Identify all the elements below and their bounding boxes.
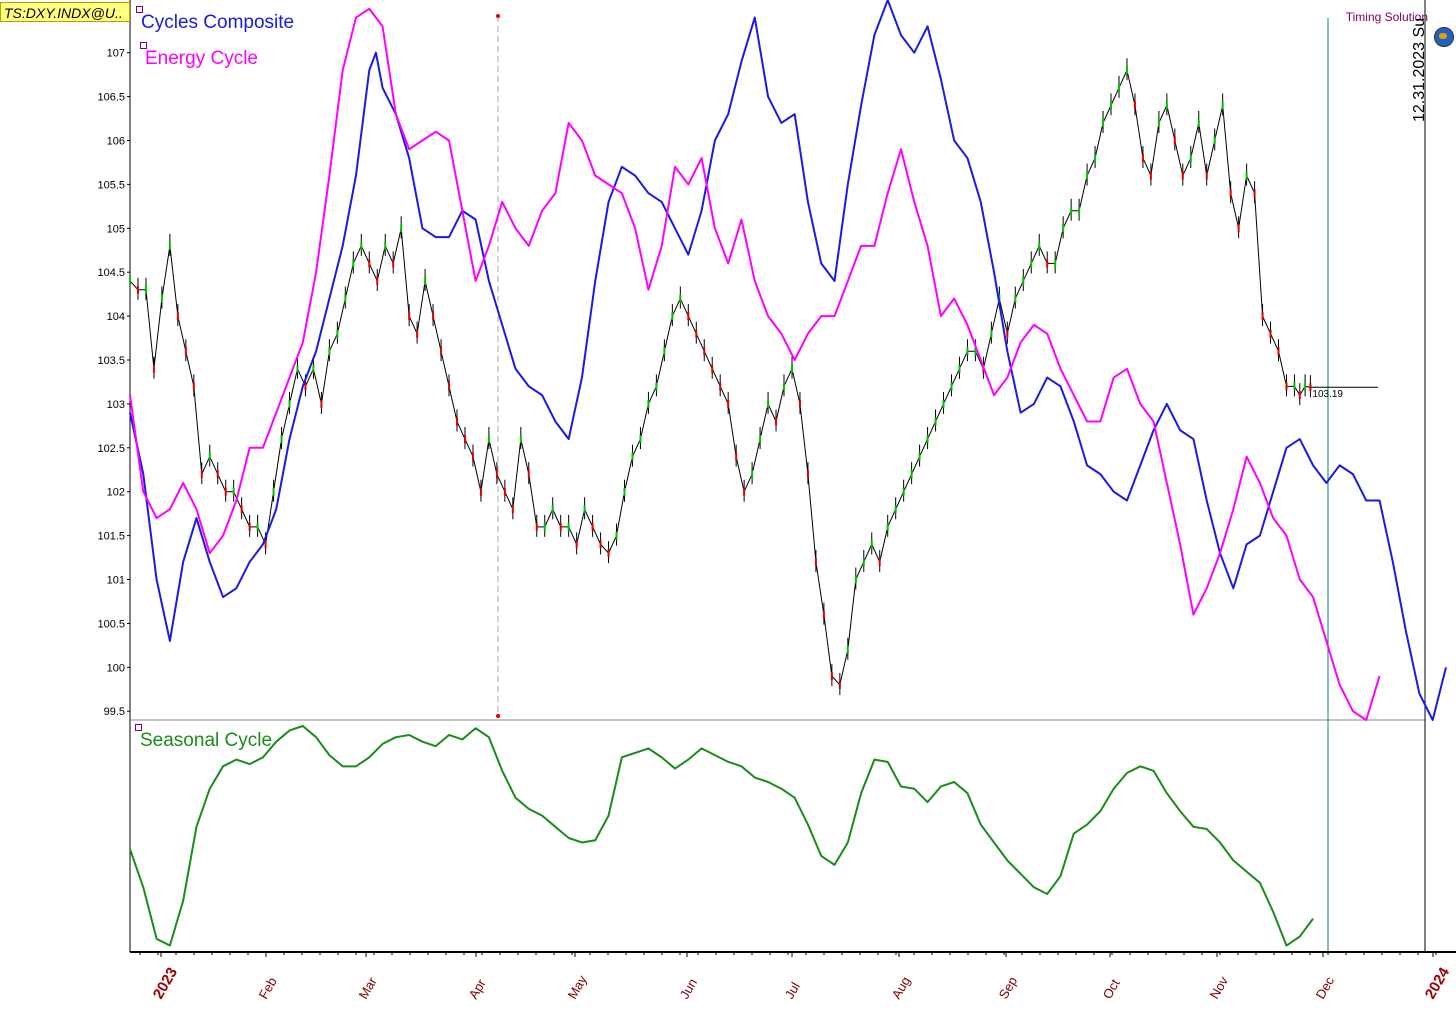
legend-seasonal-label: Seasonal Cycle — [140, 730, 273, 751]
last-price-label: 103.19 — [1312, 389, 1343, 400]
legend-energy-marker — [140, 42, 147, 49]
legend-seasonal-marker — [135, 724, 142, 731]
energy-line — [129, 7, 1381, 721]
y-tick-label: 105.5 — [97, 179, 125, 191]
x-tick-label: Dec — [1313, 974, 1338, 1002]
y-tick-label: 101.5 — [97, 531, 125, 543]
marker-dot-top — [496, 14, 500, 18]
y-tick-label: 102.5 — [97, 443, 125, 455]
legend-composite-label: Cycles Composite — [141, 12, 295, 33]
legend-composite[interactable]: Cycles Composite — [136, 6, 295, 34]
marker-dot-bottom — [496, 714, 500, 718]
y-tick-label: 101 — [107, 575, 125, 587]
legend-energy-label: Energy Cycle — [145, 48, 258, 69]
y-tick-label: 103.5 — [97, 355, 125, 367]
x-tick-label: 2023 — [150, 965, 181, 1002]
x-tick-label: Feb — [256, 975, 280, 1002]
y-tick-label: 105 — [107, 223, 125, 235]
x-tick-label: 2024 — [1422, 964, 1454, 1002]
y-tick-label: 100.5 — [97, 618, 125, 630]
y-tick-label: 100 — [107, 662, 125, 674]
x-tick-label: Sep — [996, 974, 1021, 1002]
x-tick-label: Oct — [1100, 976, 1123, 1001]
legend-composite-marker — [136, 6, 143, 13]
vertical-date: 12.31.2023 Su — [1411, 17, 1428, 122]
x-tick-label: Jul — [782, 980, 803, 1002]
x-tick-label: Nov — [1207, 974, 1232, 1002]
y-tick-label: 103 — [107, 399, 125, 411]
x-tick-label: Jun — [677, 976, 700, 1002]
ticker-label[interactable]: TS:DXY.INDX@U.. — [0, 2, 130, 22]
y-tick-label: 102 — [107, 487, 125, 499]
composite-line — [129, 0, 1447, 721]
y-tick-label: 106 — [107, 135, 125, 147]
seasonal-line — [129, 725, 1314, 947]
y-tick-label: 106.5 — [97, 92, 125, 104]
price-close-line — [129, 68, 1311, 686]
y-tick-label: 104.5 — [97, 267, 125, 279]
x-tick-label: Aug — [889, 974, 914, 1002]
x-tick-label: May — [565, 972, 591, 1001]
watermark: Timing Solution — [1345, 10, 1428, 24]
legend-energy[interactable]: Energy Cycle — [140, 42, 258, 70]
y-tick-label: 107 — [107, 48, 125, 60]
globe-icon[interactable] — [1434, 27, 1454, 47]
y-tick-label: 104 — [107, 311, 125, 323]
legend-seasonal[interactable]: Seasonal Cycle — [135, 724, 273, 752]
x-tick-label: Apr — [466, 976, 489, 1002]
x-tick-label: Mar — [356, 974, 381, 1001]
y-tick-label: 99.5 — [104, 706, 125, 718]
